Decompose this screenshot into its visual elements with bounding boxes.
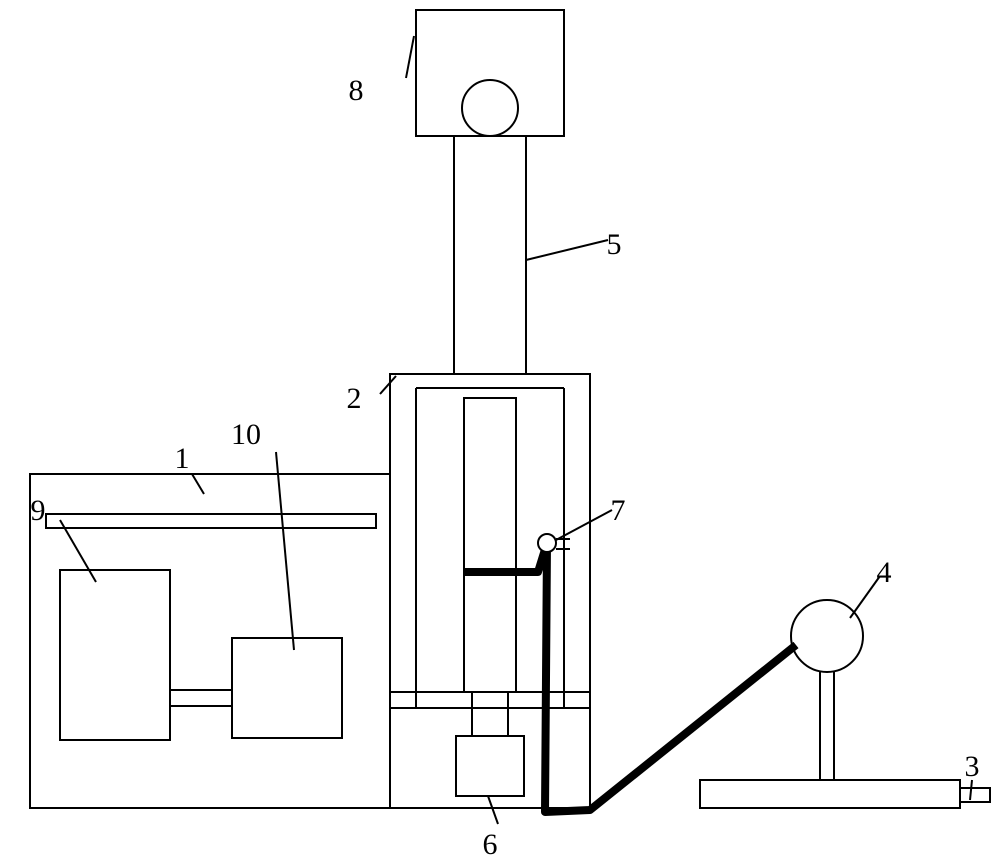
label-3: 3 bbox=[965, 750, 980, 783]
label-10: 10 bbox=[231, 418, 261, 451]
label-7: 7 bbox=[611, 494, 626, 527]
label-4: 4 bbox=[877, 556, 892, 589]
label-5: 5 bbox=[607, 228, 622, 261]
label-9: 9 bbox=[31, 494, 46, 527]
label-1: 1 bbox=[175, 442, 190, 475]
technical-diagram: 8 5 2 1 9 10 7 4 3 6 bbox=[0, 0, 1000, 866]
label-2: 2 bbox=[347, 382, 362, 415]
label-8: 8 bbox=[349, 74, 364, 107]
label-6: 6 bbox=[483, 828, 498, 861]
